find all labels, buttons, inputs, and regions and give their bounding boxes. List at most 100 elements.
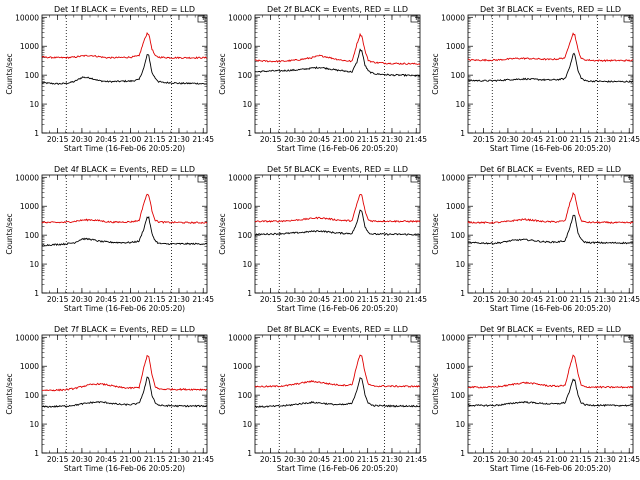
lld-series-line [41, 193, 208, 225]
events-series-line [254, 377, 421, 409]
panel-title: Det 3f BLACK = Events, RED = LLD [480, 5, 621, 14]
x-tick-label: 21:15 [570, 455, 592, 464]
x-axis-label: Start Time (16-Feb-06 20:05:20) [64, 464, 185, 473]
detector-panel: Det 9f BLACK = Events, RED = LLD 1 10 100 10… [431, 325, 640, 473]
y-tick-label: 1 [247, 129, 252, 138]
detector-panel: Det 6f BLACK = Events, RED = LLD 1 10 100 10… [431, 165, 640, 313]
detector-panel: Det 7f BLACK = Events, RED = LLD 1 10 100 10… [5, 325, 214, 473]
y-axis-label: Counts/sec [218, 213, 227, 254]
x-tick-label: 21:15 [144, 135, 166, 144]
y-tick-label: 10000 [15, 13, 39, 22]
y-axis-label: Counts/sec [5, 373, 14, 414]
plot-frame [254, 14, 421, 134]
x-tick-label: 21:45 [192, 295, 214, 304]
x-tick-label: 20:15 [473, 135, 495, 144]
x-tick-label: 21:00 [333, 135, 355, 144]
plot-frame [41, 174, 208, 294]
y-tick-label: 10 [242, 420, 252, 429]
x-tick-label: 20:45 [521, 455, 543, 464]
legend-box [410, 175, 419, 183]
x-tick-label: 21:15 [357, 135, 379, 144]
legend-box [197, 15, 206, 23]
x-tick-label: 20:45 [95, 295, 117, 304]
panel-title: Det 7f BLACK = Events, RED = LLD [54, 325, 195, 334]
x-tick-label: 21:00 [546, 295, 568, 304]
events-series-line [41, 215, 207, 247]
x-tick-label: 20:15 [260, 135, 282, 144]
legend-box [623, 335, 632, 343]
x-tick-label: 20:45 [308, 455, 330, 464]
y-tick-label: 1000 [20, 362, 39, 371]
panel-title: Det 6f BLACK = Events, RED = LLD [480, 165, 621, 174]
x-tick-label: 21:15 [144, 295, 166, 304]
detector-panel: Det 3f BLACK = Events, RED = LLD 1 10 100 10… [431, 5, 640, 153]
x-tick-label: 21:30 [594, 455, 616, 464]
events-series-line [467, 214, 633, 245]
y-tick-label: 1 [34, 289, 39, 298]
y-tick-label: 1000 [20, 42, 39, 51]
legend-box [623, 175, 632, 183]
y-tick-label: 1000 [20, 202, 39, 211]
y-axis-label: Counts/sec [218, 53, 227, 94]
events-series-line [41, 376, 208, 408]
y-tick-label: 100 [238, 231, 253, 240]
y-axis-label: Counts/sec [5, 53, 14, 94]
y-tick-label: 10000 [441, 13, 465, 22]
y-tick-label: 100 [451, 231, 466, 240]
x-tick-label: 21:00 [120, 295, 142, 304]
x-axis-label: Start Time (16-Feb-06 20:05:20) [490, 464, 611, 473]
legend-box [623, 15, 632, 23]
panel-title: Det 9f BLACK = Events, RED = LLD [480, 325, 621, 334]
x-axis-label: Start Time (16-Feb-06 20:05:20) [490, 304, 611, 313]
y-tick-label: 10 [455, 260, 465, 269]
x-tick-label: 21:45 [618, 455, 640, 464]
x-tick-label: 20:30 [284, 455, 306, 464]
legend-box [197, 175, 206, 183]
x-tick-label: 21:15 [570, 135, 592, 144]
plot-frame [41, 334, 208, 454]
x-tick-label: 20:45 [308, 135, 330, 144]
x-tick-label: 20:15 [473, 295, 495, 304]
panel-title: Det 5f BLACK = Events, RED = LLD [267, 165, 408, 174]
plot-frame [467, 334, 634, 454]
x-tick-label: 21:00 [333, 455, 355, 464]
x-tick-label: 21:00 [120, 135, 142, 144]
plot-frame [467, 174, 634, 294]
y-tick-label: 100 [25, 391, 40, 400]
x-tick-label: 20:30 [497, 295, 519, 304]
y-tick-label: 10000 [441, 173, 465, 182]
x-tick-label: 20:30 [284, 135, 306, 144]
y-tick-label: 1000 [446, 362, 465, 371]
x-tick-label: 21:00 [546, 455, 568, 464]
plot-frame [467, 14, 634, 134]
x-tick-label: 20:45 [521, 135, 543, 144]
y-tick-label: 10000 [228, 333, 252, 342]
y-tick-label: 10 [242, 100, 252, 109]
x-tick-label: 21:30 [594, 135, 616, 144]
x-tick-label: 21:15 [570, 295, 592, 304]
x-tick-label: 21:30 [168, 455, 190, 464]
detector-panel: Det 5f BLACK = Events, RED = LLD 1 10 100 10… [218, 165, 427, 313]
x-axis-label: Start Time (16-Feb-06 20:05:20) [490, 144, 611, 153]
x-tick-label: 20:15 [473, 455, 495, 464]
x-tick-label: 21:15 [144, 455, 166, 464]
x-tick-label: 20:30 [497, 455, 519, 464]
y-tick-label: 100 [238, 71, 253, 80]
x-tick-label: 20:30 [71, 295, 93, 304]
y-axis-label: Counts/sec [431, 373, 440, 414]
y-tick-label: 100 [451, 71, 466, 80]
y-tick-label: 1 [460, 129, 465, 138]
x-tick-label: 20:15 [47, 135, 69, 144]
x-tick-label: 20:15 [47, 295, 69, 304]
lld-series-line [254, 354, 421, 388]
legend-box [410, 335, 419, 343]
lld-series-line [41, 31, 208, 60]
y-tick-label: 10 [455, 100, 465, 109]
y-tick-label: 1 [460, 449, 465, 458]
panel-title: Det 4f BLACK = Events, RED = LLD [54, 165, 195, 174]
x-tick-label: 21:30 [168, 135, 190, 144]
y-tick-label: 1 [247, 289, 252, 298]
y-axis-label: Counts/sec [5, 213, 14, 254]
y-tick-label: 10 [455, 420, 465, 429]
